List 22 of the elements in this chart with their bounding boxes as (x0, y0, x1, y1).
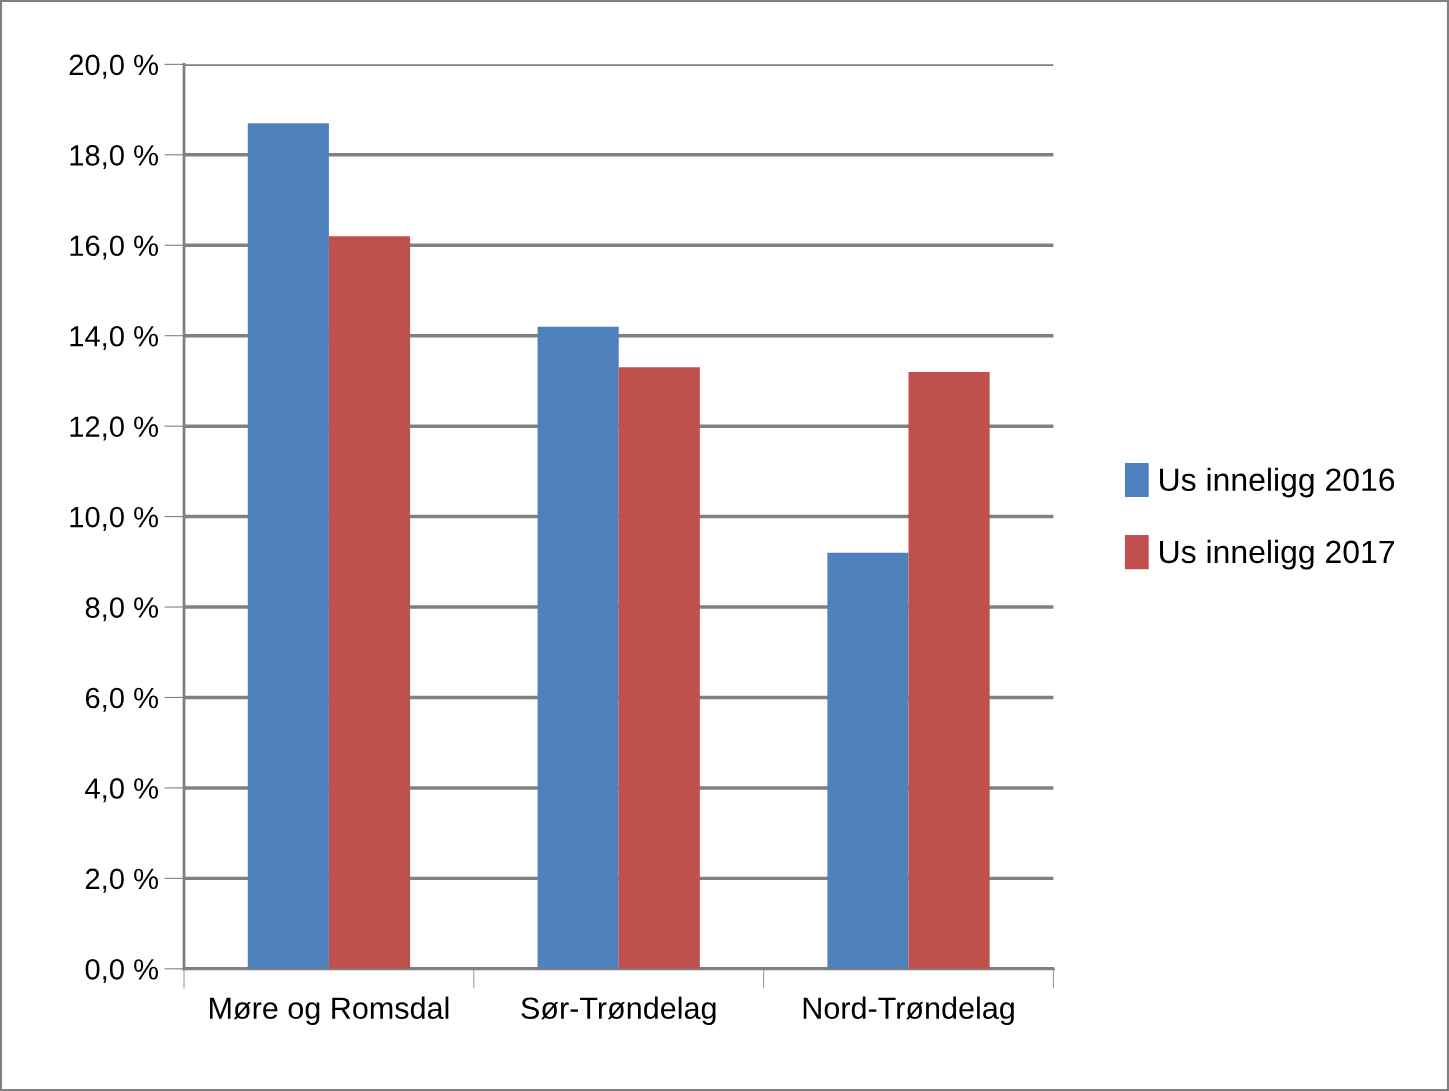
y-tick-label: 8,0 % (85, 597, 158, 622)
y-tick-label: 12,0 % (70, 416, 158, 441)
legend-label: Us inneligg 2017 (1160, 539, 1394, 570)
legend-label: Us inneligg 2016 (1160, 467, 1395, 498)
bar (247, 123, 329, 969)
y-tick-label: 10,0 % (70, 506, 158, 531)
x-tick-label: Nord-Trøndelag (803, 996, 1014, 1026)
bar (618, 367, 700, 969)
bar (537, 326, 619, 969)
y-tick-label: 2,0 % (85, 868, 158, 893)
bar (328, 236, 411, 969)
y-tick-label: 18,0 % (70, 145, 158, 170)
y-tick-label: 4,0 % (85, 778, 158, 803)
y-tick-label: 6,0 % (85, 687, 158, 712)
y-tick-label: 20,0 % (69, 54, 158, 79)
x-tick-label: Møre og Romsdal (210, 996, 449, 1026)
y-tick-label: 16,0 % (70, 235, 158, 260)
bar (827, 552, 909, 969)
y-tick-label: 14,0 % (70, 325, 158, 350)
y-tick-label: 0,0 % (85, 959, 158, 984)
bar (908, 371, 990, 969)
x-tick-label: Sør-Trøndelag (521, 996, 716, 1026)
